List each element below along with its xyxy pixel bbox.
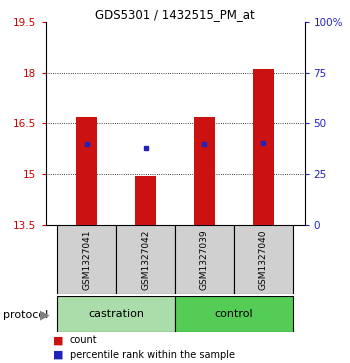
Bar	[194, 117, 215, 225]
Bar	[253, 69, 274, 225]
Text: count: count	[70, 335, 98, 346]
Bar	[175, 225, 234, 294]
Bar	[234, 225, 293, 294]
Text: control: control	[215, 309, 253, 319]
Bar	[76, 117, 97, 225]
Text: GSM1327039: GSM1327039	[200, 229, 209, 290]
Text: ▶: ▶	[40, 308, 50, 321]
Text: ■: ■	[52, 335, 63, 346]
Text: ■: ■	[52, 350, 63, 360]
Text: GSM1327040: GSM1327040	[259, 229, 268, 290]
Title: GDS5301 / 1432515_PM_at: GDS5301 / 1432515_PM_at	[95, 8, 255, 21]
Text: percentile rank within the sample: percentile rank within the sample	[70, 350, 235, 360]
Bar	[135, 176, 156, 225]
Bar	[116, 225, 175, 294]
Text: protocol: protocol	[4, 310, 49, 320]
Text: GSM1327042: GSM1327042	[141, 229, 150, 290]
Text: GSM1327041: GSM1327041	[82, 229, 91, 290]
Bar	[57, 225, 116, 294]
Bar	[57, 296, 175, 332]
Bar	[175, 296, 293, 332]
Text: castration: castration	[88, 309, 144, 319]
